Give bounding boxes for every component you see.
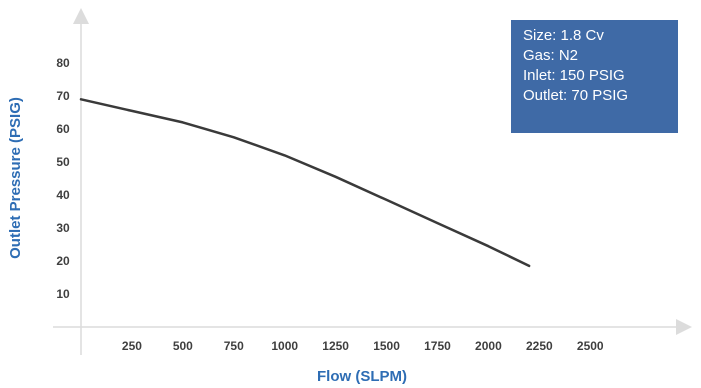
y-tick-label: 30 — [56, 221, 70, 235]
annotation-inlet: Inlet: 150 PSIG — [523, 67, 625, 84]
y-tick-label: 80 — [56, 56, 70, 70]
annotation-outlet: Outlet: 70 PSIG — [523, 87, 629, 104]
y-tick-labels: 10 20 30 40 50 60 70 80 — [56, 56, 70, 301]
y-tick-label: 10 — [56, 287, 70, 301]
series-group — [79, 98, 531, 268]
x-tick-label: 250 — [122, 339, 142, 353]
x-tick-label: 1250 — [322, 339, 349, 353]
y-tick-label: 60 — [56, 122, 70, 136]
x-axis-arrow — [676, 319, 692, 335]
x-tick-label: 2250 — [526, 339, 553, 353]
x-tick-label: 1000 — [271, 339, 298, 353]
x-tick-label: 2500 — [577, 339, 604, 353]
y-axis-arrow — [73, 8, 89, 24]
annotation-box: Size: 1.8 Cv Gas: N2 Inlet: 150 PSIG Out… — [511, 20, 678, 133]
x-tick-label: 500 — [173, 339, 193, 353]
y-axis-title: Outlet Pressure (PSIG) — [7, 97, 24, 259]
x-tick-label: 750 — [224, 339, 244, 353]
y-tick-label: 50 — [56, 155, 70, 169]
x-tick-label: 1750 — [424, 339, 451, 353]
y-tick-label: 70 — [56, 89, 70, 103]
annotation-size: Size: 1.8 Cv — [523, 27, 604, 44]
series-line-0 — [79, 98, 531, 268]
annotation-gas: Gas: N2 — [523, 47, 579, 64]
x-tick-labels: 250 500 750 1000 1250 1500 1750 2000 2250 2500 — [122, 339, 604, 353]
y-tick-label: 40 — [56, 188, 70, 202]
x-tick-label: 1500 — [373, 339, 400, 353]
x-axis-title: Flow (SLPM) — [317, 368, 407, 385]
axes — [53, 8, 692, 355]
y-tick-label: 20 — [56, 254, 70, 268]
x-tick-label: 2000 — [475, 339, 502, 353]
